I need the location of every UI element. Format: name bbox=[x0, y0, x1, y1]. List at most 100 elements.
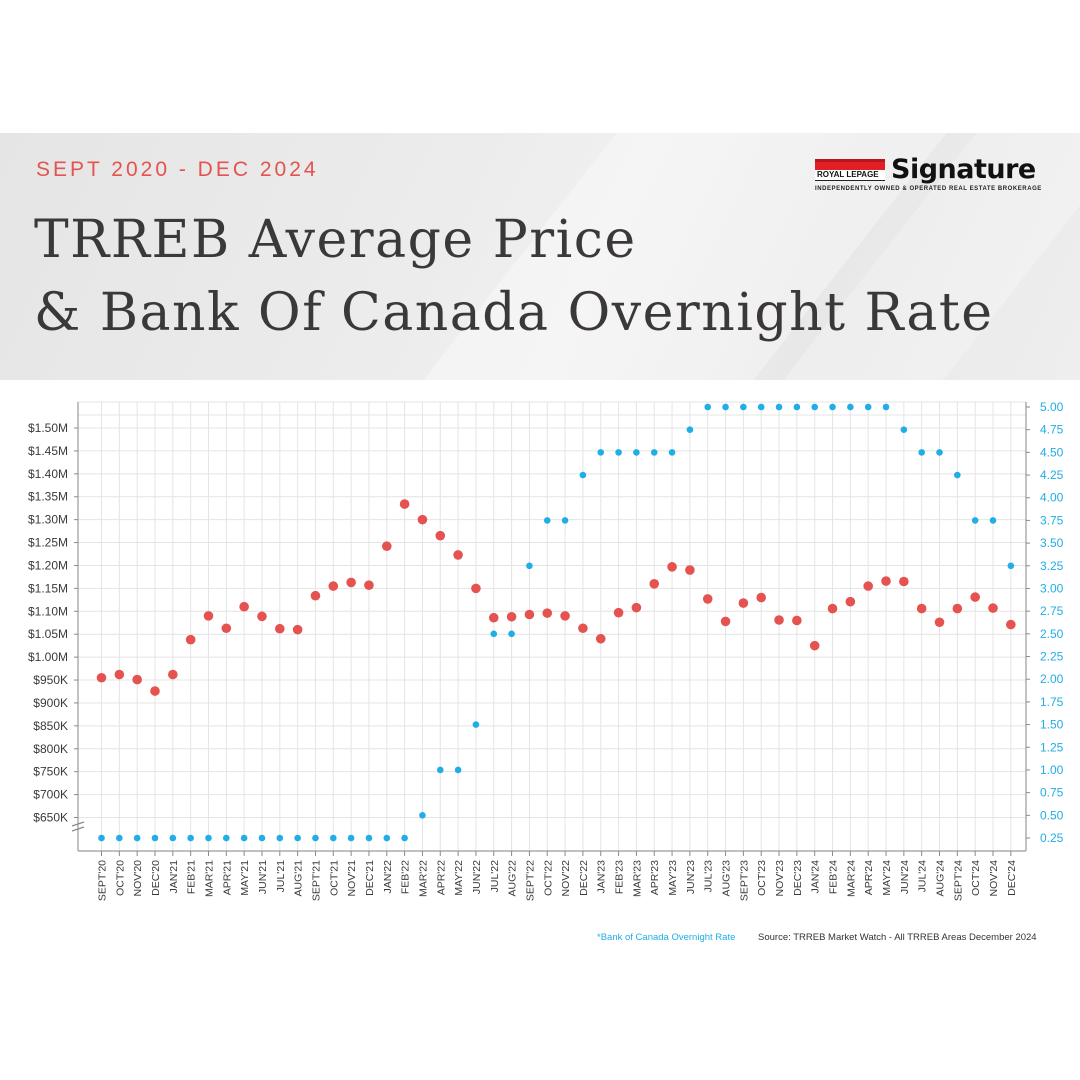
rate-point bbox=[508, 630, 515, 638]
x-tick-label: FEB'22 bbox=[400, 860, 412, 894]
y-right-tick-label: 4.25 bbox=[1040, 468, 1064, 482]
price-point bbox=[881, 576, 891, 586]
x-tick-label: JAN'24 bbox=[810, 860, 822, 894]
x-tick-label: SEPT'22 bbox=[524, 860, 536, 901]
x-tick-label: AUG'23 bbox=[721, 860, 733, 897]
x-tick-label: FEB'23 bbox=[614, 860, 626, 894]
rate-point bbox=[775, 403, 783, 411]
price-point bbox=[970, 592, 980, 602]
x-tick-label: NOV'22 bbox=[560, 860, 572, 897]
price-point bbox=[453, 550, 463, 560]
price-point bbox=[328, 581, 339, 591]
x-tick-label: AUG'24 bbox=[935, 860, 947, 897]
x-tick-label: OCT'24 bbox=[970, 860, 982, 896]
x-tick-label: MAR'23 bbox=[631, 860, 643, 897]
x-tick-label: APR'23 bbox=[649, 860, 661, 895]
x-tick-label: JUN'24 bbox=[899, 860, 911, 894]
x-tick-label: JUN'22 bbox=[471, 860, 483, 894]
price-point bbox=[792, 615, 802, 626]
price-point bbox=[292, 624, 303, 635]
price-point bbox=[257, 611, 267, 622]
price-point bbox=[168, 669, 178, 680]
rate-point bbox=[615, 449, 622, 456]
price-point bbox=[221, 623, 232, 634]
x-tick-label: SEPT'20 bbox=[97, 860, 109, 901]
y-left-tick-label: $1.15M bbox=[28, 581, 68, 595]
x-tick-label: JUL'23 bbox=[703, 860, 715, 893]
rate-point bbox=[1007, 562, 1015, 570]
price-point bbox=[346, 577, 356, 588]
y-right-tick-label: 3.25 bbox=[1040, 559, 1064, 573]
y-right-tick-label: 4.75 bbox=[1040, 423, 1064, 437]
price-point bbox=[702, 594, 713, 604]
x-tick-label: JUN'23 bbox=[685, 860, 697, 894]
x-tick-label: DEC'24 bbox=[1006, 860, 1018, 896]
rate-point bbox=[918, 449, 925, 456]
logo-red-stripe bbox=[815, 159, 885, 162]
y-right-tick-label: 0.50 bbox=[1040, 808, 1064, 822]
x-tick-label: MAR'24 bbox=[845, 860, 857, 897]
rate-point bbox=[151, 834, 159, 842]
x-tick-label: NOV'20 bbox=[132, 860, 144, 897]
brand-logo: ROYAL LEPAGE Signature INDEPENDENTLY OWN… bbox=[815, 154, 1042, 196]
price-point bbox=[934, 617, 945, 628]
rate-point bbox=[187, 834, 194, 842]
x-tick-label: SEPT'21 bbox=[310, 860, 322, 901]
price-point bbox=[203, 611, 214, 621]
price-point bbox=[506, 611, 517, 622]
y-right-tick-label: 0.75 bbox=[1040, 786, 1064, 800]
price-point bbox=[524, 609, 535, 620]
rate-point bbox=[98, 834, 105, 842]
rate-point bbox=[757, 403, 765, 411]
rate-point bbox=[864, 403, 872, 411]
price-point bbox=[1006, 619, 1016, 630]
x-tick-label: SEPT'23 bbox=[738, 860, 750, 901]
y-right-tick-label: 5.00 bbox=[1040, 400, 1064, 414]
y-right-tick-label: 1.00 bbox=[1040, 763, 1064, 777]
rate-point bbox=[294, 834, 301, 842]
rate-point bbox=[329, 834, 337, 842]
rate-point bbox=[686, 426, 694, 433]
logo-wordmark: Signature bbox=[891, 154, 1036, 185]
logo-tagline: INDEPENDENTLY OWNED & OPERATED REAL ESTA… bbox=[815, 186, 1042, 192]
rate-point bbox=[561, 517, 569, 524]
price-point bbox=[952, 603, 963, 614]
y-left-tick-label: $1.40M bbox=[28, 467, 68, 481]
y-right-tick-label: 3.75 bbox=[1040, 513, 1064, 527]
price-point bbox=[809, 640, 820, 651]
rate-point bbox=[133, 834, 141, 842]
y-right-tick-label: 2.75 bbox=[1040, 604, 1064, 618]
y-left-tick-label: $800K bbox=[33, 742, 68, 756]
rate-point bbox=[847, 403, 854, 411]
rate-point bbox=[347, 834, 355, 842]
price-point bbox=[275, 623, 285, 634]
price-point bbox=[471, 583, 481, 594]
price-point bbox=[435, 530, 446, 541]
y-left-tick-label: $1.00M bbox=[28, 650, 68, 664]
logo-white-bar bbox=[815, 170, 885, 181]
x-tick-label: MAR'22 bbox=[417, 860, 429, 897]
rate-point bbox=[454, 766, 462, 774]
rate-point bbox=[312, 834, 319, 842]
rate-point bbox=[543, 517, 551, 524]
rate-point bbox=[936, 449, 943, 456]
price-point bbox=[560, 611, 570, 621]
price-point bbox=[685, 565, 695, 575]
price-point bbox=[613, 607, 624, 618]
rate-point bbox=[971, 517, 979, 524]
x-tick-label: FEB'21 bbox=[186, 860, 198, 894]
y-right-tick-label: 0.25 bbox=[1040, 831, 1064, 845]
y-left-tick-label: $1.50M bbox=[28, 421, 68, 435]
y-left-tick-label: $1.35M bbox=[28, 490, 68, 504]
x-tick-label: APR'22 bbox=[435, 860, 447, 895]
x-tick-label: JAN'23 bbox=[596, 860, 608, 894]
x-tick-label: APR'24 bbox=[863, 860, 875, 895]
price-point bbox=[417, 514, 428, 525]
rate-point bbox=[116, 834, 123, 842]
price-point bbox=[756, 592, 767, 603]
rate-point bbox=[240, 834, 248, 842]
axis-break-mark bbox=[71, 826, 85, 832]
x-tick-label: FEB'24 bbox=[828, 860, 840, 894]
rate-point bbox=[419, 812, 426, 819]
x-tick-label: AUG'21 bbox=[293, 860, 305, 897]
